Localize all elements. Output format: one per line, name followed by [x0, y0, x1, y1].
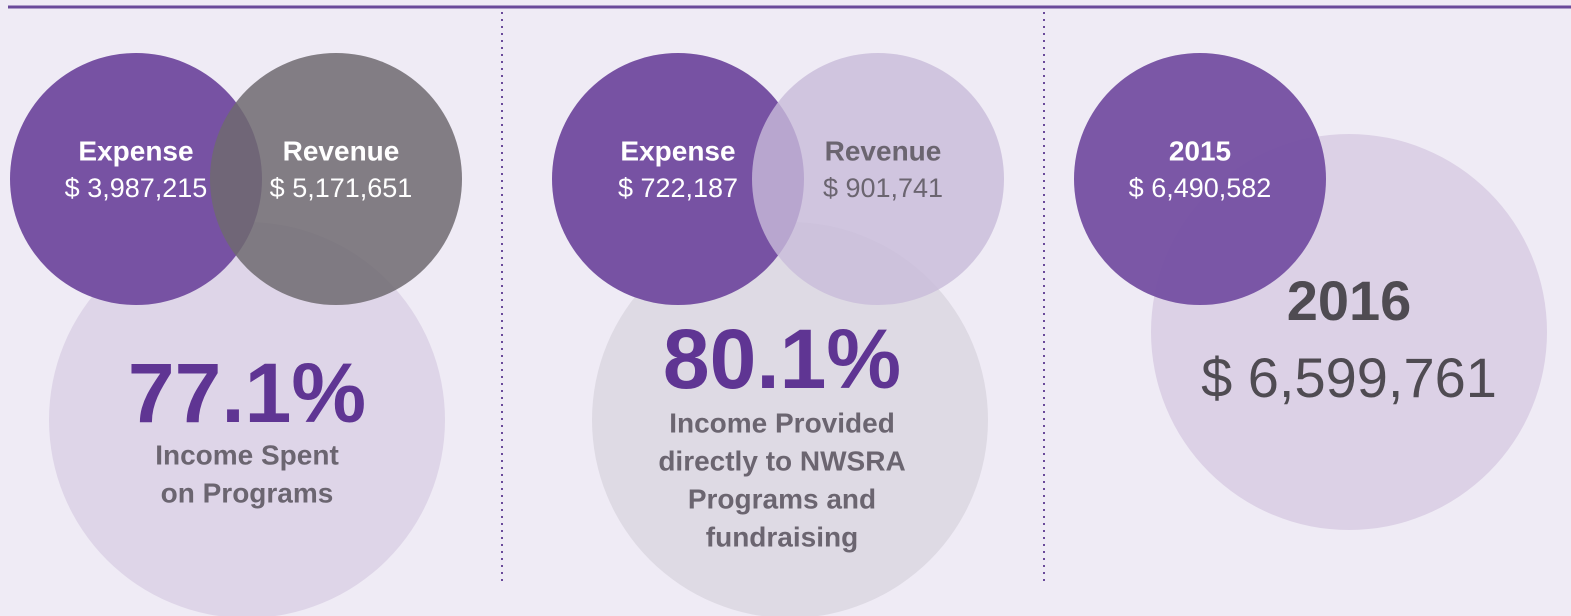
caption: on Programs [161, 477, 334, 508]
label: 2016 [1287, 269, 1412, 332]
circle [210, 53, 462, 305]
caption: Income Spent [155, 439, 339, 470]
label: Expense [78, 135, 193, 166]
circle [592, 222, 988, 616]
label: Revenue [283, 135, 400, 166]
caption: fundraising [706, 521, 858, 552]
value: $ 6,490,582 [1129, 173, 1272, 203]
value: $ 3,987,215 [65, 173, 208, 203]
caption: Programs and [688, 483, 876, 514]
label: Expense [620, 135, 735, 166]
value: $ 722,187 [618, 173, 738, 203]
panel: Expense $ 722,187 Revenue $ 901,741 80.1… [552, 53, 1004, 616]
stat: 77.1% [128, 346, 366, 440]
caption: Income Provided [669, 407, 895, 438]
value: $ 901,741 [823, 173, 943, 203]
circle [752, 53, 1004, 305]
panel: Expense $ 3,987,215 Revenue $ 5,171,651 … [10, 53, 462, 616]
circle [49, 222, 445, 616]
value: $ 6,599,761 [1201, 346, 1497, 409]
label: 2015 [1169, 135, 1231, 166]
label: Revenue [825, 135, 942, 166]
panel: 2015 $ 6,490,582 2016 $ 6,599,761 [1074, 53, 1547, 530]
circle [552, 53, 804, 305]
circle [1074, 53, 1326, 305]
circle [10, 53, 262, 305]
value: $ 5,171,651 [270, 173, 413, 203]
caption: directly to NWSRA [658, 445, 905, 476]
stat: 80.1% [663, 312, 901, 406]
